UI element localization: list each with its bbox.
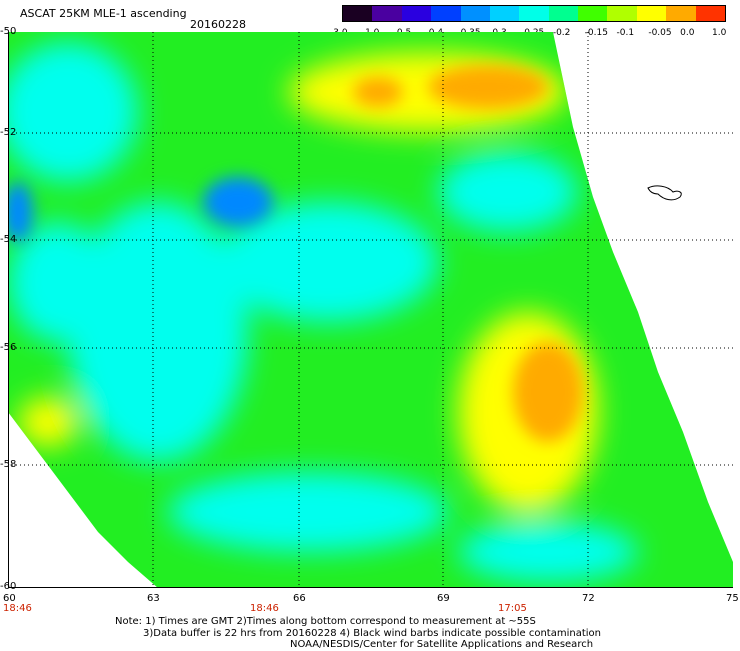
grid-lines (8, 32, 733, 588)
scale-segment (401, 6, 432, 21)
lon-label: 66 (293, 593, 306, 604)
lon-label: 63 (147, 593, 160, 604)
scale-segment (519, 6, 550, 21)
color-scale-bar (342, 5, 726, 22)
island-outline (647, 185, 682, 201)
cyan-region (168, 472, 448, 552)
title: ASCAT 25KM MLE-1 ascending (20, 7, 187, 20)
blue-region (203, 177, 273, 227)
scale-segment (548, 6, 579, 21)
scale-segment (666, 6, 697, 21)
scale-label: -0.15 (584, 28, 608, 38)
scale-segment (343, 6, 373, 21)
lon-label: 69 (437, 593, 450, 604)
cyan-region (8, 42, 138, 182)
scale-segment (607, 6, 638, 21)
lat-label: -60 (0, 581, 17, 592)
scale-segment (489, 6, 520, 21)
yellow-region (18, 397, 78, 447)
map-plot (8, 32, 733, 588)
lon-label: 75 (726, 593, 739, 604)
orange-region (513, 342, 583, 442)
scale-segment (372, 6, 403, 21)
blue-region (8, 182, 33, 242)
note-line-1: Note: 1) Times are GMT 2)Times along bot… (115, 616, 536, 627)
lat-label: -58 (0, 459, 17, 470)
lat-label: -56 (0, 342, 17, 353)
lon-label: 72 (582, 593, 595, 604)
date-label: 20160228 (190, 18, 246, 31)
scale-label: -0.1 (616, 28, 635, 38)
note-line-2: 3)Data buffer is 22 hrs from 20160228 4)… (143, 628, 601, 639)
cyan-region (458, 522, 638, 582)
cyan-region (8, 222, 108, 342)
time-label: 17:05 (498, 603, 527, 614)
scale-segment (695, 6, 726, 21)
scale-segment (578, 6, 608, 21)
scale-segment (431, 6, 462, 21)
cyan-region (218, 202, 438, 322)
orange-region (428, 65, 548, 109)
scale-label: 1.0 (712, 28, 727, 38)
lon-label: 60 (3, 593, 16, 604)
scale-label: -0.05 (648, 28, 672, 38)
lat-label: -50 (0, 26, 17, 37)
time-label: 18:46 (250, 603, 279, 614)
time-label: 18:46 (3, 603, 32, 614)
scale-segment (636, 6, 667, 21)
scale-label: -0.2 (552, 28, 571, 38)
lat-label: -54 (0, 234, 17, 245)
lat-label: -52 (0, 127, 17, 138)
orange-region (353, 77, 403, 107)
map-frame (8, 32, 733, 588)
scale-segment (460, 6, 491, 21)
scale-label: 0.0 (680, 28, 695, 38)
cyan-region (438, 152, 578, 232)
note-line-3: NOAA/NESDIS/Center for Satellite Applica… (290, 639, 594, 650)
cyan-region (68, 202, 248, 462)
